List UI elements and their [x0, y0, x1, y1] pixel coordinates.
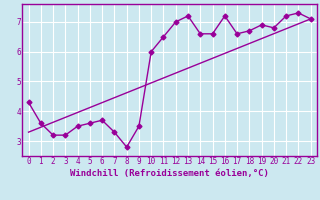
X-axis label: Windchill (Refroidissement éolien,°C): Windchill (Refroidissement éolien,°C) [70, 169, 269, 178]
